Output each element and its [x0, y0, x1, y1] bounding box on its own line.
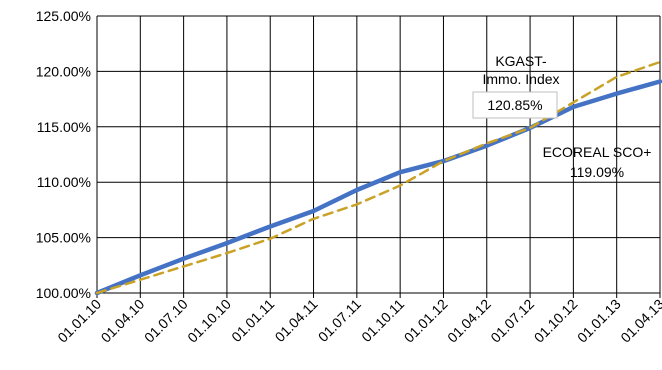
y-tick-label: 110.00% [37, 174, 91, 190]
y-tick-label: 100.00% [36, 285, 91, 301]
ecoreal-annotation-value: 119.09% [570, 164, 624, 180]
kgast-annotation-value: 120.85% [487, 97, 542, 113]
y-axis-ticks: 100.00% 105.00% 110.00% 115.00% 120.00% 125.0… [36, 8, 91, 301]
ecoreal-annotation: ECOREAL SCO+ 119.09% [543, 144, 652, 180]
kgast-value-box [472, 91, 558, 119]
series [94, 60, 662, 296]
ecoreal-annotation-line1: ECOREAL SCO+ [543, 144, 652, 160]
x-tick-label: 01.04.13 [617, 296, 662, 346]
x-tick-label: 01.04.11 [272, 296, 321, 345]
x-tick-label: 01.10.10 [184, 296, 234, 346]
kgast-annotation-line1: KGAST- [495, 53, 547, 69]
y-tick-label: 115.00% [37, 119, 91, 135]
x-tick-label: 01.07.12 [487, 296, 537, 346]
x-tick-label: 01.01.10 [54, 296, 104, 346]
x-tick-label: 01.07.11 [315, 296, 364, 345]
x-tick-label: 01.04.10 [98, 296, 148, 346]
series-line-ecoreal-sco [94, 79, 662, 296]
x-tick-label: 01.10.12 [531, 296, 581, 346]
kgast-annotation-line2: Immo. Index [482, 71, 559, 87]
series-line-kgast-immo-index [95, 60, 662, 295]
kgast-annotation: KGAST- Immo. Index 120.85% [472, 53, 560, 119]
x-tick-label: 01.10.11 [358, 296, 407, 345]
x-tick-label: 01.04.12 [444, 296, 494, 346]
x-tick-label: 01.01.13 [574, 296, 624, 346]
y-tick-label: 125.00% [36, 8, 91, 24]
x-tick-label: 01.01.11 [228, 296, 277, 345]
y-tick-label: 105.00% [36, 230, 91, 246]
y-tick-label: 120.00% [36, 63, 91, 79]
x-tick-label: 01.07.10 [141, 296, 191, 346]
x-tick-label: 01.01.12 [401, 296, 451, 346]
x-axis-ticks: 01.01.1001.04.1001.07.1001.10.1001.01.11… [54, 296, 662, 346]
grid [96, 15, 661, 298]
